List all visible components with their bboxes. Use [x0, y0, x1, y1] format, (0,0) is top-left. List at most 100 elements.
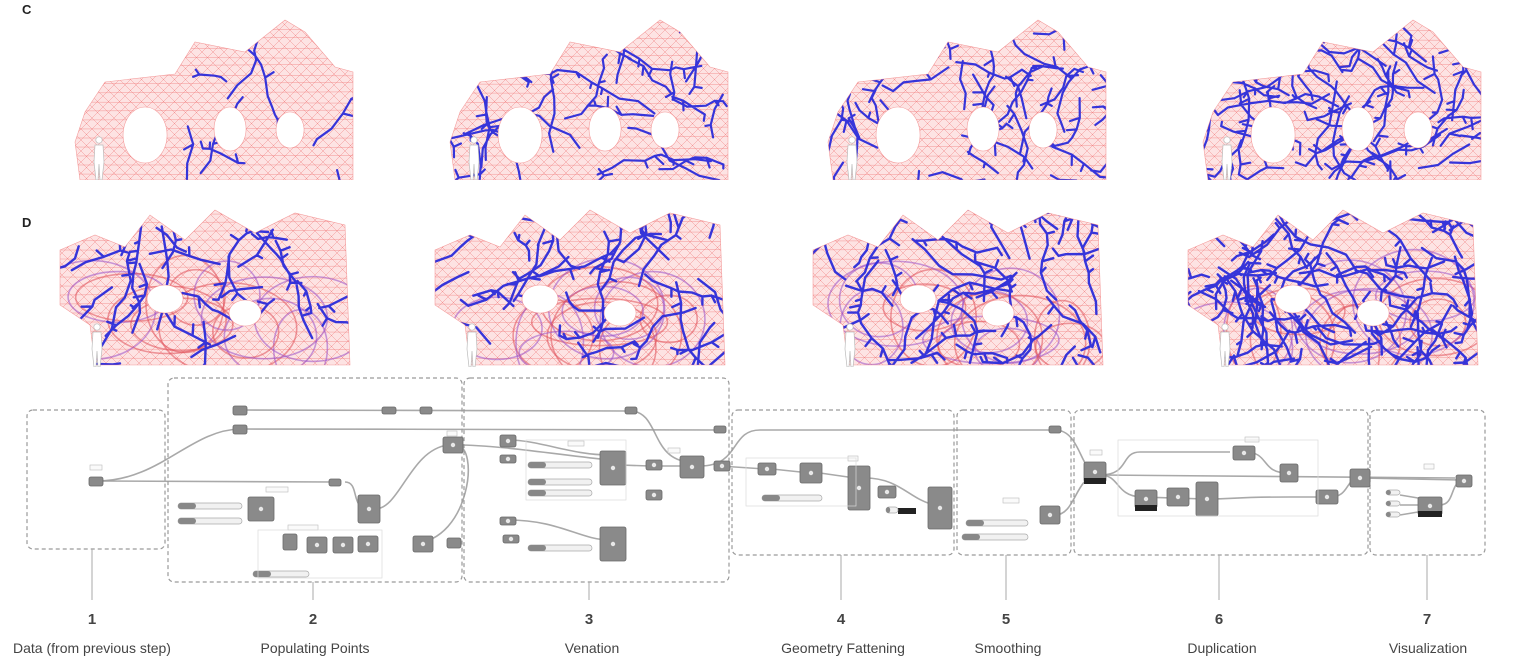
step-name-1: Data (from previous step) — [13, 640, 171, 656]
group-box-7 — [1369, 409, 1486, 556]
gh-group-tag-5 — [567, 440, 585, 447]
row-c-label: C — [22, 2, 32, 17]
gh-component-glyph — [258, 506, 264, 512]
wire-8 — [414, 444, 470, 544]
vein-panel-d-2 — [430, 205, 730, 367]
gh-component-glyph — [1461, 478, 1467, 484]
gh-component-44 — [446, 537, 462, 549]
gh-subgroup-4 — [1117, 439, 1319, 517]
step-number-2: 2 — [308, 611, 318, 628]
gh-component-glyph — [1241, 450, 1247, 456]
wire-10 — [507, 439, 611, 456]
gh-slider-handle — [528, 479, 546, 485]
gh-component-3 — [232, 424, 248, 435]
grasshopper-definition-diagram — [26, 377, 1486, 600]
gh-group-tag-4 — [446, 430, 458, 437]
gh-slider-handle — [253, 571, 271, 577]
wire-2 — [96, 480, 336, 483]
gh-group-tag-11 — [1423, 463, 1435, 470]
gh-subgroup-2 — [525, 439, 627, 501]
gh-component-glyph — [365, 541, 371, 547]
gh-component-1 — [88, 476, 104, 487]
gh-slider-handle — [178, 518, 196, 524]
gh-group-tag-1 — [89, 464, 103, 471]
gh-slider-handle — [886, 507, 891, 513]
gh-slider-handle — [1386, 512, 1391, 517]
step-number-5: 5 — [1001, 611, 1011, 628]
gh-component-glyph — [1092, 469, 1098, 475]
gh-group-tag-6 — [667, 447, 681, 454]
scale-figure-icon — [846, 136, 858, 180]
step-name-2: Populating Points — [260, 640, 370, 656]
gh-component-glyph — [610, 541, 616, 547]
gh-component-glyph — [1047, 512, 1053, 518]
scale-figure-icon — [466, 323, 478, 367]
gh-slider-handle — [528, 490, 546, 496]
gh-component-glyph — [505, 456, 511, 462]
wire-21 — [1099, 474, 1456, 479]
scale-figure-icon — [844, 323, 856, 367]
vein-panel-c-4 — [1183, 12, 1483, 180]
gh-component-6 — [624, 406, 638, 415]
wire-27 — [1359, 477, 1461, 481]
gh-component-4 — [381, 406, 397, 415]
wire-18 — [864, 477, 936, 506]
wire-1 — [96, 428, 241, 482]
step-name-7: Visualization — [1388, 640, 1468, 656]
gh-slider-handle — [962, 534, 980, 540]
scale-figure-icon — [93, 136, 105, 180]
gh-component-glyph — [1143, 496, 1149, 502]
gh-component-glyph — [689, 464, 695, 470]
wire-25 — [1204, 496, 1330, 500]
gh-component-glyph — [1357, 475, 1363, 481]
wire-14 — [699, 429, 1050, 467]
gh-group-tag-8 — [1002, 497, 1020, 504]
gh-group-tag-9 — [1089, 449, 1103, 456]
gh-component-glyph — [1204, 496, 1210, 502]
group-box-4 — [731, 409, 955, 556]
gh-component-glyph — [651, 462, 657, 468]
step-number-3: 3 — [584, 611, 594, 628]
step-number-4: 4 — [836, 611, 846, 628]
gh-slider-handle — [966, 520, 984, 526]
gh-slider-handle — [528, 545, 546, 551]
gh-component-glyph — [1324, 494, 1330, 500]
gh-group-tag-10 — [1244, 436, 1260, 443]
scale-figure-icon — [468, 136, 480, 180]
gh-group-tag-7 — [847, 455, 859, 462]
gh-component-7 — [713, 425, 727, 434]
wire-5 — [629, 410, 691, 463]
vein-panel-d-4 — [1183, 205, 1483, 367]
step-number-6: 6 — [1214, 611, 1224, 628]
group-box-5 — [956, 409, 1072, 556]
step-name-5: Smoothing — [974, 640, 1042, 656]
gh-component-glyph — [1286, 470, 1292, 476]
gh-output-panel-2 — [1135, 505, 1157, 511]
gh-group-tag-3 — [287, 524, 319, 531]
gh-output-panel-3 — [1418, 511, 1442, 517]
gh-component-glyph — [884, 489, 890, 495]
gh-component-glyph — [505, 518, 511, 524]
wire-22 — [1099, 451, 1230, 476]
gh-component-glyph — [420, 541, 426, 547]
vein-panel-c-1 — [55, 12, 355, 180]
group-box-3 — [463, 377, 730, 583]
wire-7 — [374, 444, 449, 510]
scale-figure-icon — [91, 323, 103, 367]
gh-component-2 — [232, 405, 248, 416]
step-number-7: 7 — [1422, 611, 1432, 628]
wire-3 — [239, 409, 631, 412]
gh-slider-handle — [178, 503, 196, 509]
vein-panel-d-1 — [55, 205, 355, 367]
step-name-4: Geometry Fattening — [781, 640, 905, 656]
gh-component-glyph — [314, 542, 320, 548]
gh-component-glyph — [764, 466, 770, 472]
step-name-3: Venation — [564, 640, 620, 656]
group-box-1 — [26, 409, 166, 550]
gh-component-glyph — [366, 506, 372, 512]
row-d-label: D — [22, 215, 32, 230]
gh-component-glyph — [719, 463, 725, 469]
gh-component-glyph — [450, 442, 456, 448]
vein-panel-d-3 — [808, 205, 1108, 367]
vein-panel-c-2 — [430, 12, 730, 180]
